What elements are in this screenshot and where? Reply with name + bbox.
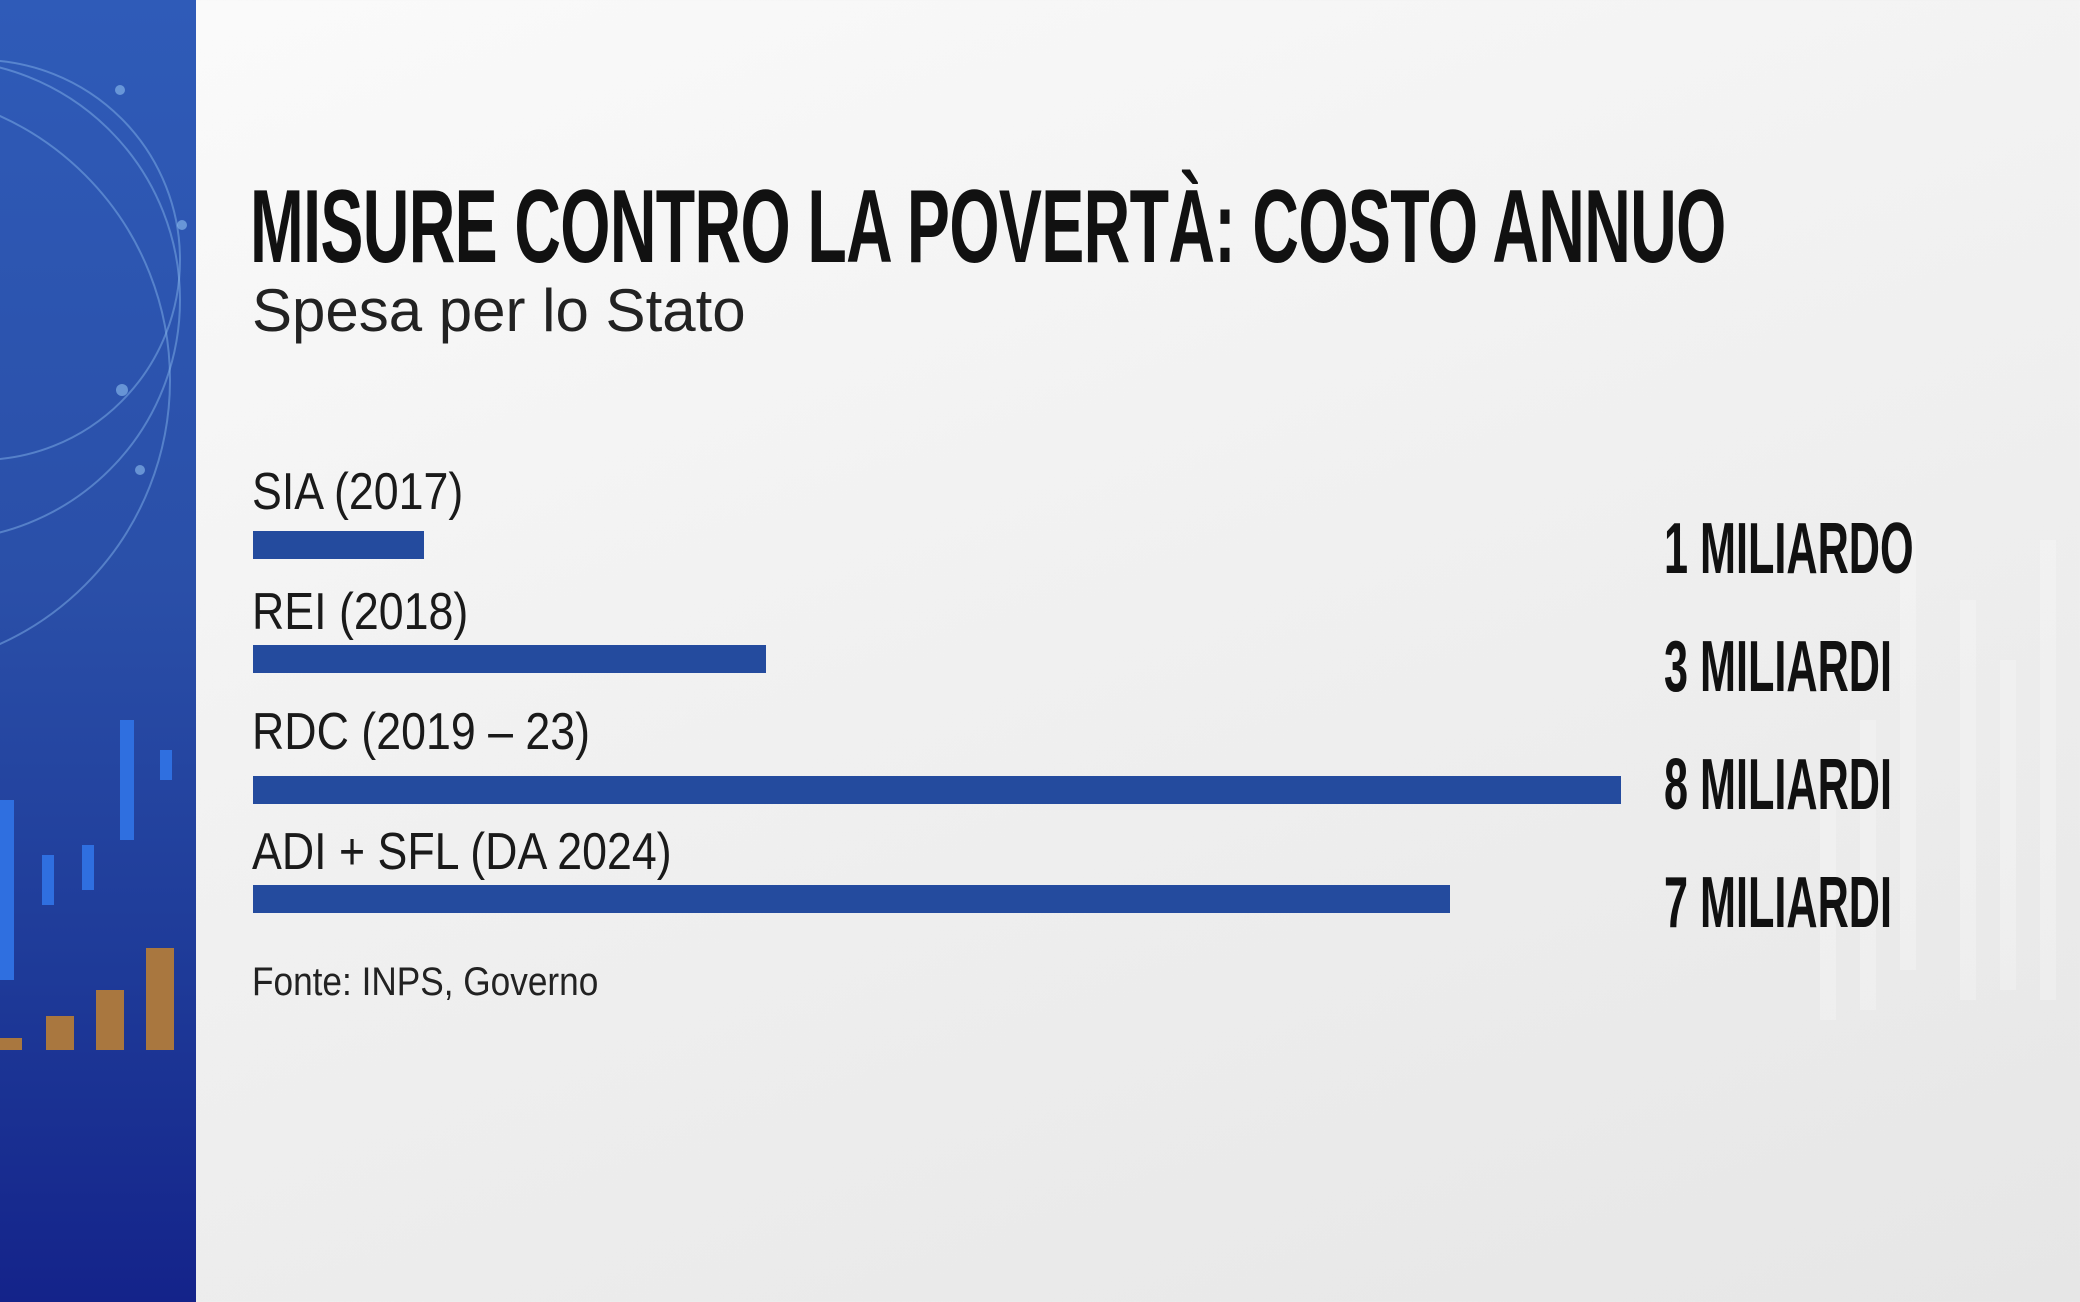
category-label-text: SIA (2017)	[252, 463, 464, 521]
category-label-text: ADI + SFL (DA 2024)	[252, 823, 672, 881]
data-label: 3 MILIARDI	[1664, 626, 2044, 708]
data-label-text: 1 MILIARDO	[1664, 509, 1914, 589]
data-label: 7 MILIARDI	[1664, 862, 2044, 944]
data-label-text: 3 MILIARDI	[1664, 627, 1893, 707]
bar	[253, 885, 1450, 913]
chart-title: MISURE CONTRO LA POVERTÀ: COSTO ANNUO	[250, 169, 1726, 285]
decorative-sidebar	[0, 0, 196, 1302]
category-label-text: RDC (2019 – 23)	[252, 703, 591, 761]
bar	[253, 531, 424, 559]
chart-subtitle: Spesa per lo Stato	[252, 277, 746, 344]
bar	[253, 645, 766, 673]
background-candles-graphic	[1820, 530, 2056, 1020]
bar	[253, 776, 1621, 804]
source-note: Fonte: INPS, Governo	[252, 960, 599, 1004]
category-label: ADI + SFL (DA 2024)	[252, 822, 740, 882]
category-label-text: REI (2018)	[252, 583, 469, 641]
data-label-text: 8 MILIARDI	[1664, 745, 1893, 825]
data-label: 1 MILIARDO	[1664, 508, 2080, 590]
category-label: REI (2018)	[252, 582, 503, 642]
data-label-text: 7 MILIARDI	[1664, 863, 1893, 943]
network-graphic-icon	[0, 60, 187, 1050]
data-label: 8 MILIARDI	[1664, 744, 2044, 826]
category-label: SIA (2017)	[252, 462, 498, 522]
category-label: RDC (2019 – 23)	[252, 702, 645, 762]
